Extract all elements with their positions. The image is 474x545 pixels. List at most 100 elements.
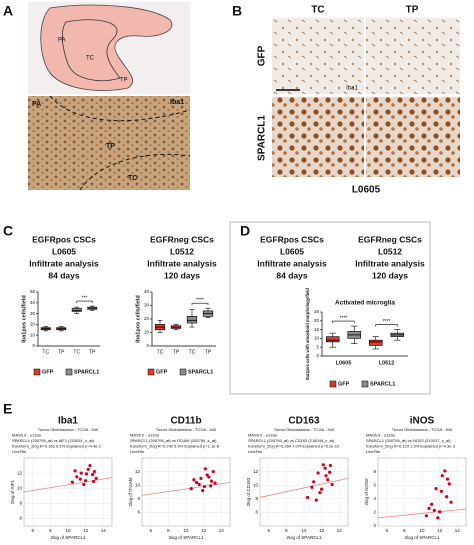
point bbox=[328, 463, 332, 468]
tissue-image bbox=[28, 96, 190, 190]
chart-header: EGFRneg CSCs bbox=[150, 234, 214, 244]
y-tick-label: 20 bbox=[144, 316, 150, 321]
chart-subtitle: MAS5.0 - u133a bbox=[130, 433, 160, 438]
x-tick-label: TP bbox=[89, 349, 96, 355]
y-tick-label: 40 bbox=[30, 300, 36, 305]
legend-swatch bbox=[329, 380, 337, 388]
point bbox=[430, 502, 434, 506]
x-tick-label: 10 bbox=[419, 528, 425, 533]
y-tick-label: 5 bbox=[316, 344, 319, 349]
x-tick-label: 8 bbox=[285, 528, 288, 533]
point bbox=[201, 489, 205, 493]
micrograph bbox=[272, 97, 364, 177]
y-axis-label: 2log of NOS2 bbox=[364, 478, 369, 506]
point bbox=[321, 463, 325, 467]
y-tick-label: 30 bbox=[30, 311, 36, 316]
x-tick-label: 14 bbox=[455, 528, 461, 533]
y-axis-label: Iba1pos cells/field bbox=[21, 295, 27, 342]
point bbox=[91, 473, 95, 477]
x-tick-label: 8 bbox=[403, 528, 406, 533]
x-tick-label: L0605 bbox=[336, 360, 352, 366]
y-tick-label: 8 bbox=[255, 496, 258, 501]
chart-subtitle: MAS5.0 - u133a bbox=[12, 433, 42, 438]
y-axis-label: 2log of CD163 bbox=[246, 477, 251, 506]
y-tick-label: 6 bbox=[373, 482, 376, 487]
column-label: TC bbox=[311, 5, 324, 16]
micrograph bbox=[366, 97, 460, 177]
chart-header: 120 days bbox=[372, 270, 408, 280]
region-label: PA bbox=[32, 101, 41, 108]
chart-header: 84 days bbox=[48, 270, 79, 280]
point bbox=[94, 476, 98, 480]
y-tick-label: 0 bbox=[32, 343, 35, 348]
point bbox=[316, 471, 320, 475]
y-tick-label: 8 bbox=[19, 501, 22, 506]
chart-subtitle: SPARCL1 (200795_at) vs ITGAM (205786_s_a… bbox=[130, 438, 217, 443]
legend-label: SPARCL1 bbox=[370, 381, 395, 387]
column-label: TP bbox=[406, 5, 419, 16]
legend-swatch bbox=[147, 368, 155, 376]
point bbox=[73, 469, 77, 473]
panel-label: A bbox=[3, 3, 13, 19]
fit-line bbox=[23, 477, 113, 493]
point bbox=[84, 479, 88, 483]
legend-swatch bbox=[361, 380, 369, 388]
chart-title: CD11b bbox=[170, 416, 201, 427]
y-tick-label: 10 bbox=[30, 332, 36, 337]
y-axis-label: Iba1pos cells/field bbox=[135, 295, 141, 342]
chart-header: Infiltrate analysis bbox=[355, 258, 425, 268]
chart-subtitle: LineFits bbox=[12, 449, 26, 454]
region-label: TP bbox=[120, 78, 128, 84]
point bbox=[211, 470, 215, 474]
significance-label: *** bbox=[82, 295, 88, 301]
y-tick-label: 40 bbox=[144, 289, 150, 294]
x-tick-label: 12 bbox=[319, 528, 325, 533]
region-label: TP bbox=[106, 143, 115, 150]
fit-line bbox=[377, 508, 467, 519]
chart-subtitle: transform_2log R=0.301 6.1% Explained p=… bbox=[12, 444, 102, 449]
chart-subtitle: SPARCL1 (200795_at) vs NOS2 (210037_s_at… bbox=[366, 438, 451, 443]
box bbox=[325, 336, 340, 343]
chart-header: 84 days bbox=[276, 270, 307, 280]
x-axis-label: 2log of SPARCL1 bbox=[405, 535, 440, 540]
point bbox=[213, 481, 217, 485]
chart-subtitle: transform_2log R=0.264 7.0% Explained p=… bbox=[248, 444, 340, 449]
point bbox=[209, 479, 214, 483]
chart-header: EGFRpos CSCs bbox=[260, 234, 324, 244]
legend-label: GFP bbox=[156, 369, 168, 375]
chart-header: Infiltrate analysis bbox=[147, 258, 217, 268]
y-tick-label: 12 bbox=[135, 469, 141, 474]
legend-label: SPARCL1 bbox=[74, 369, 99, 375]
point bbox=[202, 484, 207, 489]
caption: L0605 bbox=[352, 185, 381, 196]
panel-label: C bbox=[3, 223, 13, 239]
legend-label: GFP bbox=[338, 381, 350, 387]
point bbox=[305, 495, 310, 500]
chart-header: L0512 bbox=[378, 246, 402, 256]
y-tick-label: 10 bbox=[135, 482, 141, 487]
x-tick-label: 10 bbox=[65, 528, 71, 533]
y-tick-label: 12 bbox=[17, 470, 23, 475]
y-tick-label: 30 bbox=[144, 303, 150, 308]
y-tick-label: 20 bbox=[30, 322, 36, 327]
chart-subtitle: SPARCL1 (200795_at) vs AIF1 (210051_x_at… bbox=[12, 438, 95, 443]
point bbox=[439, 489, 443, 493]
significance-bracket bbox=[332, 320, 355, 324]
point bbox=[209, 484, 213, 488]
chart-header: L0512 bbox=[170, 246, 194, 256]
x-tick-label: TC bbox=[73, 349, 80, 355]
point bbox=[314, 498, 318, 502]
micrograph bbox=[272, 18, 364, 94]
x-axis-label: 2log of SPARCL1 bbox=[51, 535, 86, 540]
stain-label: Iba1 bbox=[346, 86, 358, 92]
chart-subtitle: Tumor Glioblastoma - TCGA - 540 bbox=[392, 427, 453, 432]
row-label: SPARCL1 bbox=[257, 115, 268, 161]
x-tick-label: 10 bbox=[183, 528, 189, 533]
x-tick-label: 12 bbox=[437, 528, 443, 533]
y-tick-label: 6 bbox=[137, 510, 140, 515]
y-tick-label: 8 bbox=[373, 469, 376, 474]
chart-title: CD163 bbox=[288, 416, 320, 427]
y-axis-label: 2log of AIF1 bbox=[10, 480, 15, 505]
fit-line bbox=[259, 478, 349, 498]
